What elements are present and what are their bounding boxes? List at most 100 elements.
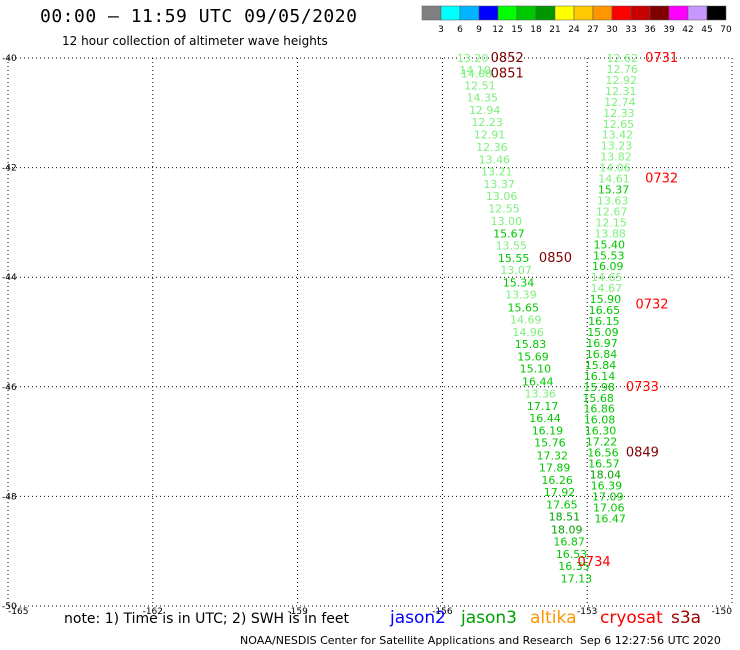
wave-height-value: 14.08	[461, 67, 493, 80]
wave-height-value: 17.06	[593, 501, 625, 514]
wave-height-value: 12.92	[606, 74, 638, 87]
wave-height-value: 12.36	[476, 141, 508, 154]
wave-height-value: 14.67	[591, 282, 623, 295]
wave-height-value: 12.67	[596, 205, 628, 218]
color-scale-tick-label: 70	[720, 25, 732, 35]
y-tick-label: -40	[2, 54, 17, 64]
wave-height-value: 16.09	[592, 260, 624, 273]
y-tick-label: -48	[2, 492, 17, 502]
color-scale-tick-label: 21	[549, 25, 560, 35]
wave-height-value: 15.98	[583, 381, 615, 394]
wave-height-value: 14.06	[599, 162, 631, 175]
x-tick-label: -159	[287, 607, 308, 617]
color-scale-tick-label: 15	[511, 25, 522, 35]
wave-height-value: 18.51	[549, 511, 581, 524]
wave-height-value: 17.89	[539, 461, 571, 474]
wave-height-value: 17.13	[561, 573, 593, 586]
wave-height-value: 18.04	[590, 468, 622, 481]
wave-height-value: 16.14	[584, 370, 616, 383]
wave-height-value: 15.76	[534, 437, 566, 450]
wave-height-value: 12.94	[469, 104, 501, 117]
wave-height-value: 12.91	[474, 129, 506, 142]
wave-height-value: 16.15	[588, 315, 620, 328]
satellite-legend-altika: altika	[530, 608, 577, 628]
wave-height-value: 15.55	[498, 252, 530, 265]
page-title: 00:00 – 11:59 UTC 09/05/2020	[40, 6, 358, 27]
wave-height-value: 14.69	[510, 313, 542, 326]
wave-height-value: 14.61	[598, 173, 630, 186]
pass-time-label: 0734	[578, 555, 611, 570]
wave-height-value: 16.65	[589, 304, 621, 317]
wave-height-value: 15.53	[593, 249, 625, 262]
wave-height-value: 16.47	[594, 512, 626, 525]
wave-height-value: 16.30	[585, 425, 617, 438]
wave-height-value: 17.32	[537, 449, 569, 462]
color-scale-tick-label: 30	[606, 25, 618, 35]
wave-height-value: 12.65	[603, 118, 635, 131]
wave-height-value: 13.42	[602, 129, 634, 142]
pass-time-label: 0731	[645, 51, 678, 66]
color-scale-tick-label: 42	[682, 25, 693, 35]
footer-note: note: 1) Time is in UTC; 2) SWH is in fe…	[64, 611, 350, 627]
x-tick-label: -150	[712, 607, 733, 617]
wave-height-value: 16.08	[584, 414, 616, 427]
wave-height-value: 16.35	[558, 560, 590, 573]
x-tick-label: -162	[143, 607, 163, 617]
pass-time-label: 0733	[626, 380, 659, 395]
color-scale-tick-label: 6	[457, 25, 463, 35]
wave-height-value: 17.65	[546, 499, 578, 512]
wave-height-value: 12.51	[464, 79, 496, 92]
wave-height-value: 16.56	[587, 447, 619, 460]
wave-height-value: 13.21	[481, 165, 512, 178]
wave-height-value: 12.55	[488, 203, 519, 216]
wave-height-value: 13.00	[491, 215, 522, 228]
wave-height-value: 15.83	[515, 338, 547, 351]
wave-height-value: 15.65	[508, 301, 540, 314]
satellite-legend-jason2: jason2	[390, 608, 446, 628]
wave-height-value: 12.74	[604, 96, 636, 109]
wave-height-map: -40 -42 -44 -46 -48 -50-165 -162 -159 -156 -153 -1…	[2, 51, 733, 617]
wave-height-value: 15.40	[593, 238, 625, 251]
generated-timestamp: Sep 6 12:27:56 UTC 2020	[580, 634, 721, 647]
wave-height-value: 16.87	[553, 535, 585, 548]
wave-height-value: 16.19	[532, 425, 564, 438]
pass-time-label: 0732	[635, 298, 668, 313]
wave-height-value: 15.69	[517, 351, 549, 364]
wave-height-value: 17.22	[586, 436, 618, 449]
wave-height-value: 17.92	[544, 486, 576, 499]
color-scale-tick-label: 33	[625, 25, 636, 35]
pass-time-label: 0849	[626, 446, 659, 461]
wave-height-value: 15.90	[590, 293, 622, 306]
pass-time-label: 0852	[491, 51, 524, 66]
wave-height-value: 14.10	[459, 64, 491, 77]
y-tick-label: -50	[2, 602, 17, 612]
color-scale-tick-label: 12	[492, 25, 503, 35]
wave-height-value: 15.67	[493, 227, 524, 240]
wave-height-value: 13.07	[500, 264, 532, 277]
x-tick-label: -156	[432, 607, 453, 617]
wave-height-value: 12.76	[607, 63, 639, 76]
wave-height-value: 16.86	[583, 403, 615, 416]
pass-time-label: 0851	[491, 66, 524, 81]
wave-height-value: 16.97	[586, 337, 618, 350]
wave-height-value: 13.46	[479, 153, 511, 166]
color-scale-tick-label: 27	[587, 25, 598, 35]
wave-height-value: 13.63	[597, 194, 629, 207]
wave-height-value: 13.36	[524, 387, 556, 400]
color-scale-tick-label: 39	[663, 25, 675, 35]
color-scale-tick-label: 9	[476, 25, 482, 35]
wave-height-value: 12.31	[605, 85, 637, 98]
y-tick-label: -46	[2, 383, 17, 393]
wave-height-value: 15.09	[587, 326, 619, 339]
satellite-legend-s3a: s3a	[671, 608, 702, 628]
wave-height-value: 13.23	[601, 140, 633, 153]
wave-height-value: 15.37	[598, 184, 630, 197]
pass-time-label: 0732	[645, 172, 678, 187]
wave-height-value: 16.26	[541, 474, 573, 487]
satellite-legend-cryosat: cryosat	[600, 608, 663, 628]
wave-height-value: 13.82	[600, 151, 632, 164]
wave-height-value: 16.53	[556, 548, 588, 561]
wave-height-value: 16.39	[591, 479, 623, 492]
wave-height-value: 14.65	[591, 271, 623, 284]
